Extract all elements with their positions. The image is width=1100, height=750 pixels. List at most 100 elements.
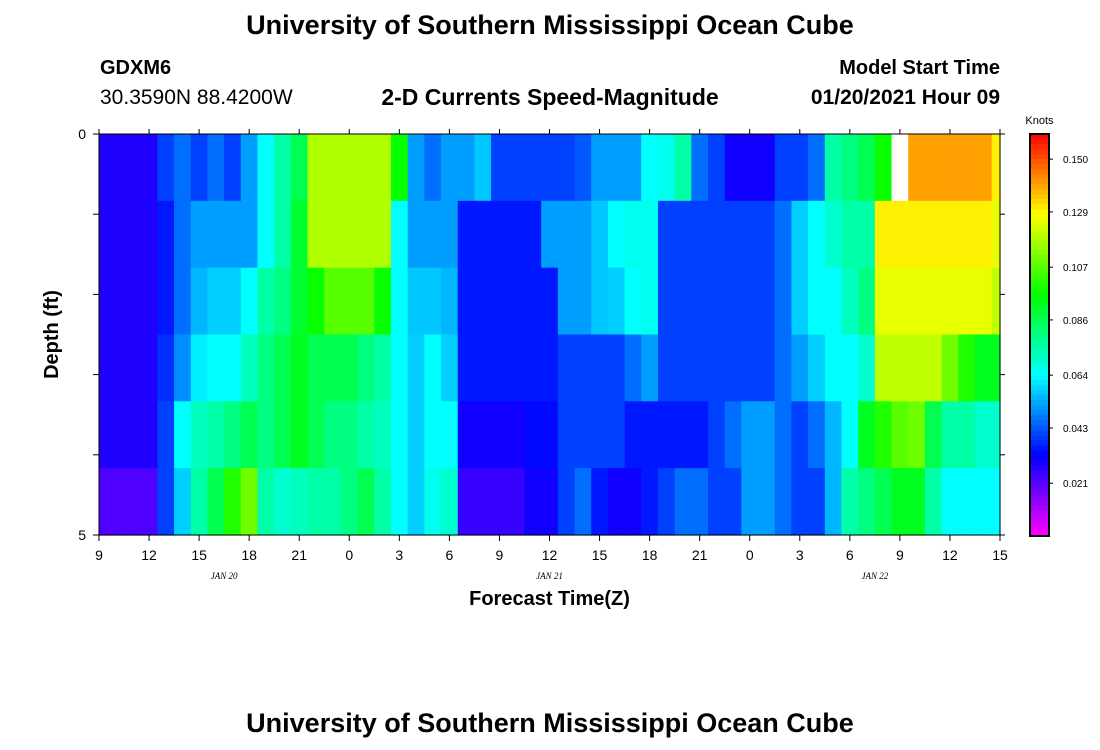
heatmap-cell xyxy=(457,401,476,469)
heatmap-cell xyxy=(791,468,809,536)
heatmap-cell xyxy=(307,134,325,202)
heatmap-cell xyxy=(340,267,359,336)
colorbar-segment xyxy=(1030,304,1049,311)
y-tick-label: 5 xyxy=(78,527,86,543)
heatmap-cell xyxy=(624,267,642,336)
heatmap-cell xyxy=(958,200,976,269)
model-start-value: 01/20/2021 Hour 09 xyxy=(810,86,1000,109)
heatmap-cell xyxy=(908,401,926,469)
heatmap-cell xyxy=(174,401,192,469)
colorbar-segment xyxy=(1030,184,1049,190)
heatmap-cell xyxy=(591,267,609,336)
heatmap-cell xyxy=(407,401,425,469)
heatmap-cell xyxy=(424,468,442,536)
heatmap-cell xyxy=(374,401,392,469)
colorbar-segment xyxy=(1030,219,1049,226)
heatmap-cell xyxy=(691,200,709,269)
heatmap-cell xyxy=(974,334,993,402)
colorbar-segment xyxy=(1030,259,1049,266)
colorbar-segment xyxy=(1030,279,1049,286)
heatmap-cell xyxy=(891,200,909,269)
heatmap-cell xyxy=(190,267,209,336)
heatmap-cell xyxy=(891,134,909,202)
heatmap-cell xyxy=(758,200,776,269)
heatmap-cell xyxy=(240,134,259,202)
heatmap-cell xyxy=(507,334,526,402)
x-tick-label: 15 xyxy=(592,547,608,563)
heatmap-cell xyxy=(140,267,158,336)
heatmap-cell xyxy=(874,468,893,536)
heatmap-cell xyxy=(607,200,626,269)
colorbar-segment xyxy=(1030,249,1049,256)
heatmap-cell xyxy=(858,401,876,469)
colorbar-segment xyxy=(1030,410,1049,417)
heatmap-cell xyxy=(574,200,592,269)
colorbar-segment xyxy=(1030,179,1049,185)
heatmap-cell xyxy=(390,334,409,402)
heatmap-cell xyxy=(474,334,492,402)
colorbar-segment xyxy=(1030,495,1049,502)
x-tick-label: 18 xyxy=(241,547,257,563)
station-coordinates: 30.3590N 88.4200W xyxy=(100,86,293,109)
heatmap-cell xyxy=(524,267,542,336)
heatmap-cell xyxy=(607,134,626,202)
colorbar-tick-label: 0.021 xyxy=(1063,479,1088,490)
colorbar: 0.150 0.129 0.107 0.086 0.064 0.043 0.021 xyxy=(1029,133,1088,537)
heatmap-cell xyxy=(99,334,108,402)
heatmap-cell xyxy=(424,200,442,269)
heatmap-cell xyxy=(357,334,375,402)
heatmap-cell xyxy=(791,401,809,469)
x-tick-label: 0 xyxy=(746,547,754,563)
heatmap-cell xyxy=(557,134,576,202)
heatmap-cell xyxy=(708,134,726,202)
heatmap-cell xyxy=(274,401,292,469)
heatmap-cell xyxy=(324,267,342,336)
heatmap-cell xyxy=(741,200,759,269)
x-tick-label: 0 xyxy=(345,547,353,563)
heatmap-cell xyxy=(507,401,526,469)
colorbar-segment xyxy=(1030,204,1049,210)
heatmap-cell xyxy=(724,334,742,402)
heatmap-cell xyxy=(941,134,959,202)
heatmap-cell xyxy=(674,334,692,402)
colorbar-segment xyxy=(1030,400,1049,406)
heatmap-cell xyxy=(591,468,609,536)
heatmap-cell xyxy=(424,401,442,469)
heatmap-cell xyxy=(674,401,692,469)
y-axis-title: Depth (ft) xyxy=(41,290,63,379)
heatmap-cell xyxy=(908,200,926,269)
heatmap-cell xyxy=(858,468,876,536)
colorbar-tick-label: 0.086 xyxy=(1063,316,1088,327)
colorbar-segment xyxy=(1030,510,1049,517)
heatmap-cell xyxy=(274,334,292,402)
heatmap-cell xyxy=(240,267,259,336)
colorbar-segment xyxy=(1030,470,1049,477)
heatmap-cell xyxy=(157,468,175,536)
heatmap-cell xyxy=(958,401,976,469)
heatmap-cell xyxy=(257,200,275,269)
colorbar-segment xyxy=(1030,244,1049,251)
colorbar-segment xyxy=(1030,154,1049,160)
heatmap-cell xyxy=(941,334,959,402)
heatmap-cell xyxy=(324,134,342,202)
heatmap-cell xyxy=(441,468,459,536)
colorbar-segment xyxy=(1030,460,1049,467)
heatmap-cell xyxy=(874,134,893,202)
heatmap-cell xyxy=(657,401,676,469)
heatmap-cell xyxy=(107,334,125,402)
heatmap-cell xyxy=(407,468,425,536)
heatmap-cell xyxy=(457,468,476,536)
heatmap-cell xyxy=(174,200,192,269)
colorbar-segment xyxy=(1030,144,1049,150)
heatmap-cell xyxy=(140,401,158,469)
heatmap-cell xyxy=(858,334,876,402)
heatmap-cell xyxy=(157,334,175,402)
heatmap-cell xyxy=(724,468,742,536)
heatmap-cell xyxy=(524,200,542,269)
colorbar-segment xyxy=(1030,309,1049,316)
x-tick-label: 18 xyxy=(642,547,658,563)
colorbar-segment xyxy=(1030,350,1049,356)
heatmap-cell xyxy=(858,267,876,336)
heatmap-cell xyxy=(224,200,242,269)
colorbar-segment xyxy=(1030,445,1049,452)
